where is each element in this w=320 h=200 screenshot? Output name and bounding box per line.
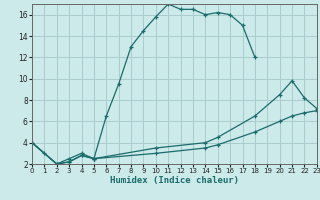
X-axis label: Humidex (Indice chaleur): Humidex (Indice chaleur) <box>110 176 239 185</box>
